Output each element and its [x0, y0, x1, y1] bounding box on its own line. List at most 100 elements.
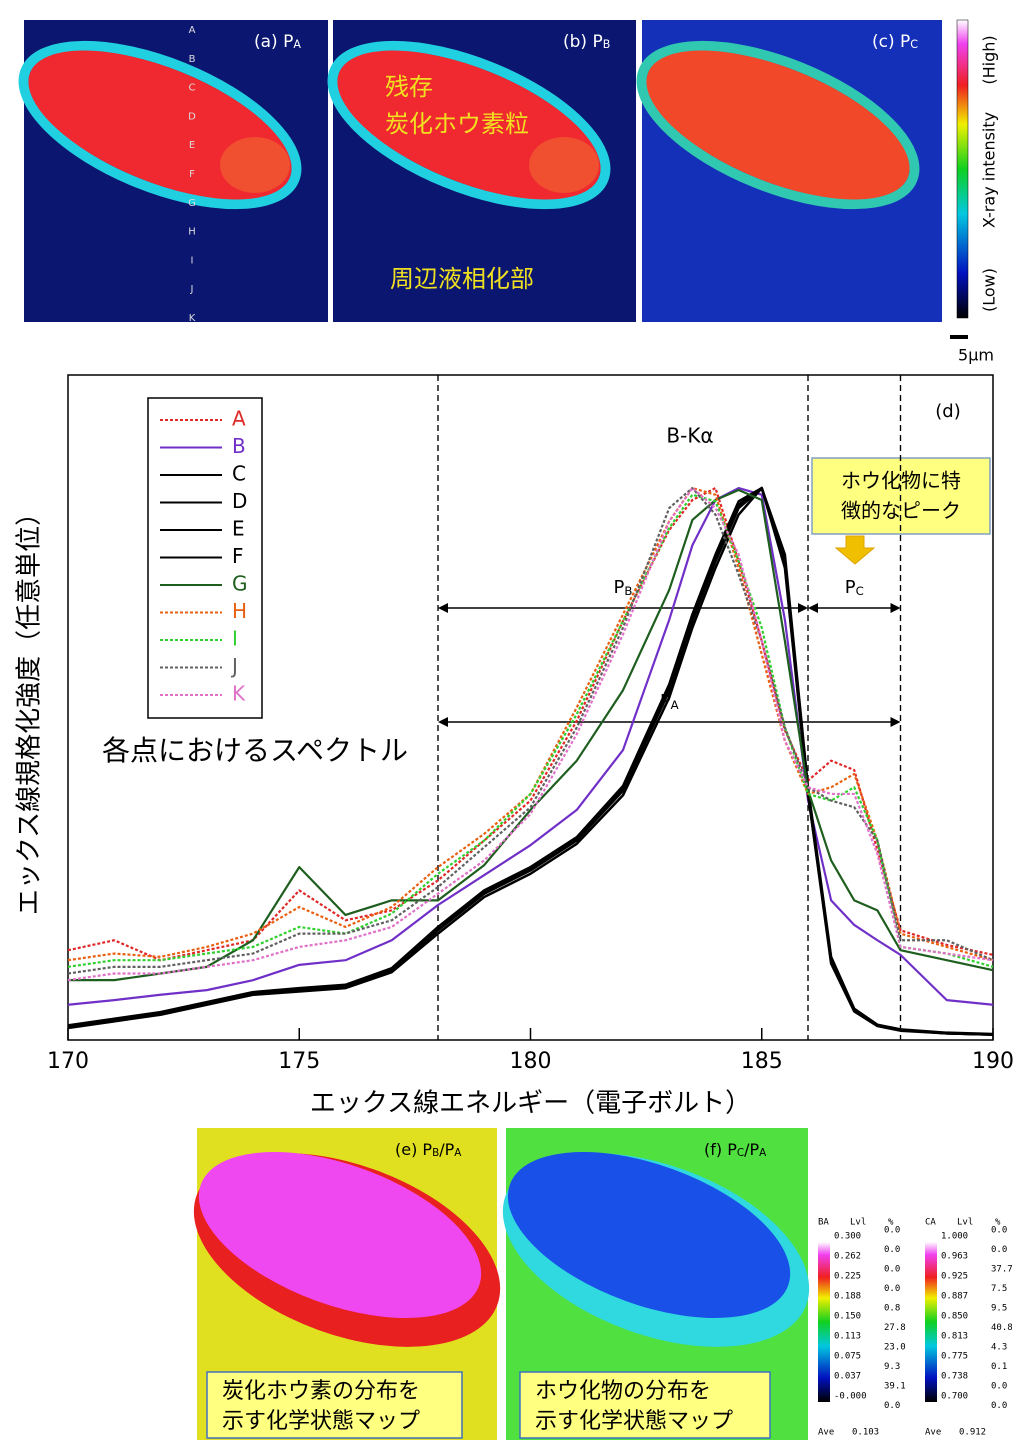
scale-head: Lvl: [957, 1218, 973, 1228]
scale-percent: 0.8: [884, 1304, 900, 1314]
scale-head: %: [888, 1218, 894, 1228]
point-label: I: [191, 255, 194, 266]
scale-percent: 39.1: [884, 1382, 906, 1392]
colorbar-label: (High): [980, 35, 999, 84]
series-line: [67, 493, 994, 968]
range-label: PC: [845, 577, 864, 598]
scale-level: 0.738: [941, 1372, 968, 1382]
y-axis-label: エックス線規格化強度（任意単位）: [15, 500, 45, 915]
series-line: [67, 486, 994, 962]
scale-level: 0.150: [834, 1312, 861, 1322]
scale-level: 0.700: [941, 1392, 968, 1402]
x-tick-label: 190: [972, 1049, 1014, 1074]
scale-percent: 0.1: [991, 1362, 1007, 1372]
callout-arrow: [834, 535, 876, 565]
x-tick-label: 175: [278, 1049, 320, 1074]
scale-percent: 0.0: [884, 1401, 900, 1411]
subscript: A: [671, 698, 679, 712]
subscript: C: [737, 1147, 744, 1159]
colorbar: [818, 1242, 830, 1402]
scale-bar-label: 5μm: [958, 346, 994, 365]
scale-head: CA: [925, 1218, 936, 1228]
map-label: (e) PB/PA: [395, 1140, 462, 1160]
scale-percent: 9.5: [991, 1304, 1007, 1314]
map-b: [327, 20, 636, 322]
annotation: 各点におけるスペクトル: [102, 734, 408, 767]
scale-level: 0.300: [834, 1232, 861, 1242]
text-part: (f) P: [704, 1140, 737, 1159]
caption-text: 炭化ホウ素の分布を: [222, 1379, 420, 1404]
point-label: J: [190, 284, 194, 295]
map-a: [18, 20, 328, 322]
legend-label: A: [232, 407, 246, 431]
panel-label: (d): [935, 401, 960, 422]
scale-percent: 7.5: [991, 1284, 1007, 1294]
scale-head: Lvl: [850, 1218, 866, 1228]
scale-level: 1.000: [941, 1232, 968, 1242]
series-line: [67, 486, 994, 1006]
scale-percent: 0.0: [991, 1382, 1007, 1392]
scale-percent: 0.0: [991, 1401, 1007, 1411]
scale-level: 0.188: [834, 1292, 861, 1302]
map-c: [636, 20, 942, 322]
caption-text: ホウ化物の分布を: [535, 1379, 711, 1404]
range-label: PB: [614, 577, 633, 598]
text-part: (e) P: [395, 1140, 432, 1159]
x-axis-label: エックス線エネルギー（電子ボルト）: [310, 1089, 751, 1119]
scale-percent: 0.0: [991, 1245, 1007, 1255]
scale-percent: 27.8: [884, 1323, 906, 1333]
map-label: (a) PA: [254, 32, 301, 52]
scale-percent: 0.0: [884, 1284, 900, 1294]
callout-text: ホウ化物に特: [841, 469, 961, 493]
text-part: (c) P: [872, 32, 910, 52]
scale-percent: 9.3: [884, 1362, 900, 1372]
legend-label: B: [232, 434, 246, 458]
scale-level: 0.850: [941, 1312, 968, 1322]
point-label: G: [188, 198, 196, 209]
caption-text: 示す化学状態マップ: [535, 1409, 733, 1434]
point-label: C: [189, 83, 196, 94]
subscript: C: [856, 584, 864, 598]
map-label: (b) PB: [563, 32, 610, 52]
scale-percent: 40.8: [991, 1323, 1013, 1333]
scale-head: BA: [818, 1218, 829, 1228]
scale-head: %: [995, 1218, 1001, 1228]
x-tick-label: 180: [510, 1049, 552, 1074]
scale-percent: 0.0: [991, 1226, 1007, 1236]
legend-label: D: [232, 489, 247, 513]
x-tick-label: 185: [741, 1049, 783, 1074]
subscript: C: [910, 38, 918, 51]
colorbar: [925, 1242, 937, 1402]
map-annotation: 残存: [385, 73, 433, 101]
subscript: B: [603, 38, 611, 51]
scale-level: 0.963: [941, 1252, 968, 1262]
text-part: (a) P: [254, 32, 293, 52]
caption-box: [519, 1371, 771, 1439]
subscript: B: [432, 1147, 439, 1159]
scale-percent: 0.0: [884, 1265, 900, 1275]
scale-level: -0.000: [834, 1392, 867, 1402]
point-label: B: [189, 54, 196, 65]
subscript: A: [759, 1147, 767, 1159]
map-annotation: 周辺液相化部: [390, 265, 534, 293]
colorbar-label: (Low): [980, 268, 999, 312]
x-tick-label: 170: [47, 1049, 89, 1074]
annotation: B-Kα: [666, 424, 713, 448]
scale-level: 0.775: [941, 1352, 968, 1362]
scale-level: 0.813: [941, 1332, 968, 1342]
scale-ave: 0.912: [959, 1428, 986, 1438]
point-label: E: [189, 140, 195, 151]
map-label: (c) PC: [872, 32, 918, 52]
scale-percent: 23.0: [884, 1343, 906, 1353]
legend-label: K: [232, 682, 246, 706]
series-line: [67, 486, 994, 982]
callout-text: 徴的なピーク: [841, 499, 961, 523]
legend-label: I: [232, 627, 238, 651]
text-part: P: [614, 577, 625, 598]
scale-percent: 37.7: [991, 1265, 1013, 1275]
legend-label: J: [230, 654, 238, 678]
scale-level: 0.887: [941, 1292, 968, 1302]
caption-box: [206, 1371, 463, 1439]
scale-level: 0.037: [834, 1372, 861, 1382]
